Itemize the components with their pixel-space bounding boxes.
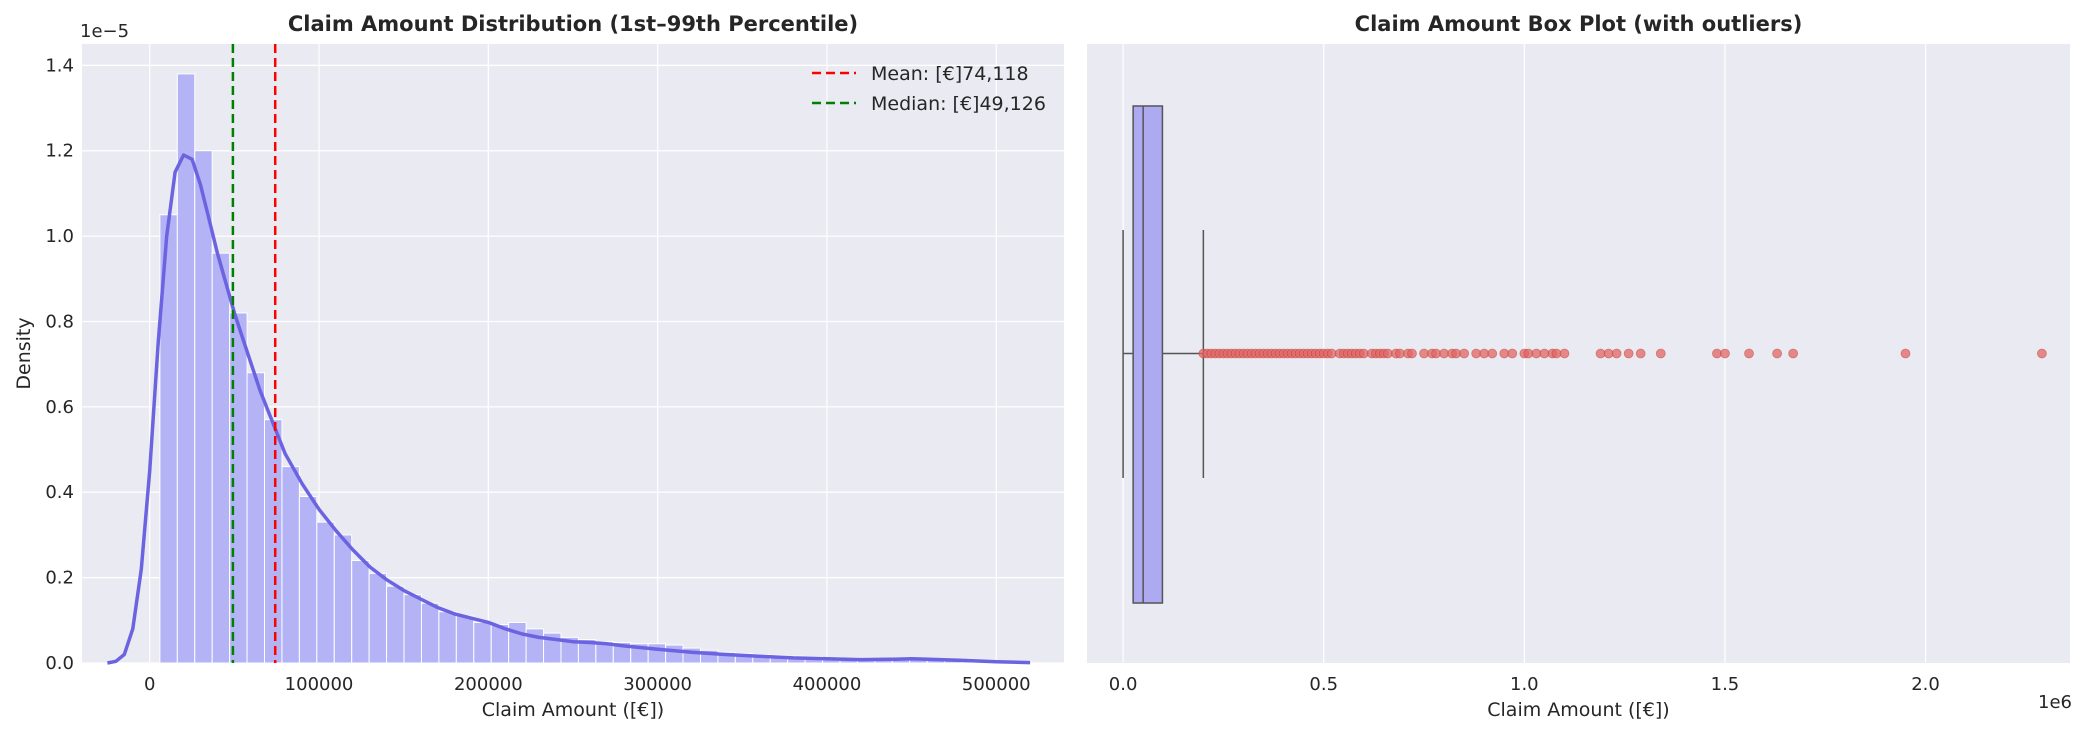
outlier-point — [1744, 348, 1754, 359]
histogram-bar — [351, 560, 370, 664]
outlier-point — [1788, 348, 1799, 359]
histogram-bar — [368, 572, 388, 664]
x-tick-label: 0.5 — [1309, 674, 1338, 695]
x-tick-label: 1.5 — [1711, 674, 1740, 695]
histogram-x-tick-labels: 0 100000 200000 300000 400000 500000 — [144, 674, 1031, 695]
outlier-point — [1507, 348, 1518, 359]
boxplot-x-scale-label: 1e6 — [2038, 692, 2072, 713]
x-tick-label: 0 — [144, 674, 155, 695]
y-tick-label: 1.0 — [45, 226, 74, 247]
histogram-bar — [333, 534, 353, 664]
y-tick-label: 1.4 — [45, 55, 74, 76]
histogram-y-scale-label: 1e−5 — [80, 21, 129, 42]
outlier-point — [1720, 348, 1730, 359]
y-tick-label: 1.2 — [45, 141, 74, 162]
y-tick-label: 0.8 — [45, 311, 74, 332]
outlier-point — [1559, 348, 1570, 359]
boxplot-x-tick-labels: 0.0 0.5 1.0 1.5 2.0 — [1109, 674, 1940, 695]
histogram-y-axis-label: Density — [13, 317, 35, 389]
legend-mean-label: Mean: [€]74,118 — [871, 63, 1029, 85]
y-tick-label: 0.0 — [45, 653, 74, 674]
y-tick-label: 0.2 — [45, 568, 74, 589]
outlier-point — [1459, 348, 1470, 359]
histogram-bar — [316, 521, 335, 664]
outlier-point — [1407, 348, 1417, 359]
outlier-point — [1611, 348, 1622, 359]
x-tick-label: 100000 — [285, 674, 354, 695]
legend-median-label: Median: [€]49,126 — [871, 93, 1046, 115]
histogram-bar — [665, 644, 684, 664]
histogram-bar — [508, 621, 527, 664]
histogram-bar — [386, 585, 405, 664]
boxplot-x-axis-label: Claim Amount ([€]) — [1487, 699, 1669, 721]
x-tick-label: 2.0 — [1911, 674, 1940, 695]
boxplot-title: Claim Amount Box Plot (with outliers) — [1355, 12, 1803, 36]
outlier-point — [1772, 348, 1783, 359]
outlier-point — [1900, 348, 1911, 359]
histogram-panel: 0 100000 200000 300000 400000 500000 0.00.20.… — [13, 12, 1064, 721]
histogram-bar — [473, 621, 492, 664]
histogram-bar — [403, 594, 422, 664]
histogram-bar — [420, 602, 440, 664]
histogram-bar — [438, 611, 457, 664]
outlier-point — [1635, 348, 1646, 359]
histogram-bar — [246, 372, 266, 664]
histogram-title: Claim Amount Distribution (1st–99th Perc… — [288, 12, 858, 36]
histogram-bar — [298, 496, 318, 664]
x-tick-label: 200000 — [454, 674, 523, 695]
histogram-y-tick-labels: 0.0 0.2 0.4 0.6 0.8 1.0 1.2 1.4 — [45, 55, 74, 674]
histogram-bar — [455, 615, 475, 664]
kde-curve — [107, 153, 1031, 665]
x-tick-label: 500000 — [962, 674, 1031, 695]
y-tick-label: 0.4 — [45, 482, 74, 503]
histogram-bar — [281, 466, 300, 664]
histogram-bar — [264, 419, 283, 664]
outlier-point — [1487, 348, 1498, 359]
interquartile-box — [1132, 105, 1164, 604]
outlier-point — [2037, 348, 2047, 359]
boxplot-box — [1122, 105, 1205, 604]
boxplot-panel: 0.0 0.5 1.0 1.5 2.0 Claim Amount Box Plot (w… — [1087, 12, 2072, 721]
histogram-bar — [647, 643, 667, 664]
histogram-bar — [211, 252, 231, 664]
legend: Mean: [€]74,118 Median: [€]49,126 — [812, 63, 1046, 115]
boxplot-outliers — [1198, 348, 2047, 359]
y-tick-label: 0.6 — [45, 397, 74, 418]
x-tick-label: 300000 — [623, 674, 692, 695]
outlier-point — [1623, 348, 1634, 359]
x-tick-label: 0.0 — [1109, 674, 1138, 695]
x-tick-label: 1.0 — [1510, 674, 1539, 695]
histogram-x-axis-label: Claim Amount ([€]) — [482, 699, 664, 721]
x-tick-label: 400000 — [793, 674, 862, 695]
outlier-point — [1655, 348, 1666, 359]
